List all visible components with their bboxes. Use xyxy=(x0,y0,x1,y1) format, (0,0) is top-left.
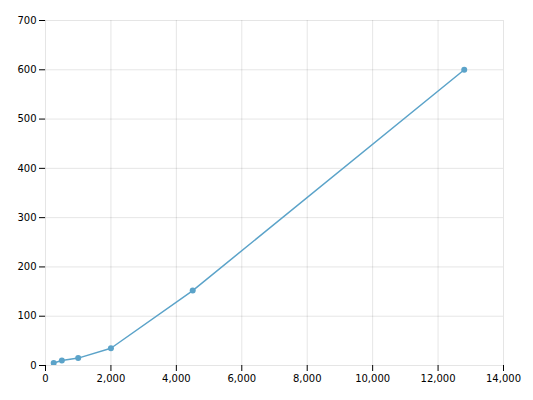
svg-text:300: 300 xyxy=(17,212,36,223)
svg-text:8,000: 8,000 xyxy=(293,373,322,384)
svg-text:200: 200 xyxy=(17,261,36,272)
svg-text:700: 700 xyxy=(17,15,36,26)
svg-text:600: 600 xyxy=(17,64,36,75)
svg-text:0: 0 xyxy=(42,373,48,384)
svg-text:100: 100 xyxy=(17,310,36,321)
svg-text:12,000: 12,000 xyxy=(421,373,456,384)
svg-text:6,000: 6,000 xyxy=(227,373,256,384)
svg-text:500: 500 xyxy=(17,113,36,124)
svg-text:0: 0 xyxy=(30,360,36,371)
svg-text:14,000: 14,000 xyxy=(486,373,521,384)
svg-text:2,000: 2,000 xyxy=(97,373,126,384)
svg-text:4,000: 4,000 xyxy=(162,373,191,384)
svg-text:400: 400 xyxy=(17,163,36,174)
svg-text:10,000: 10,000 xyxy=(355,373,390,384)
